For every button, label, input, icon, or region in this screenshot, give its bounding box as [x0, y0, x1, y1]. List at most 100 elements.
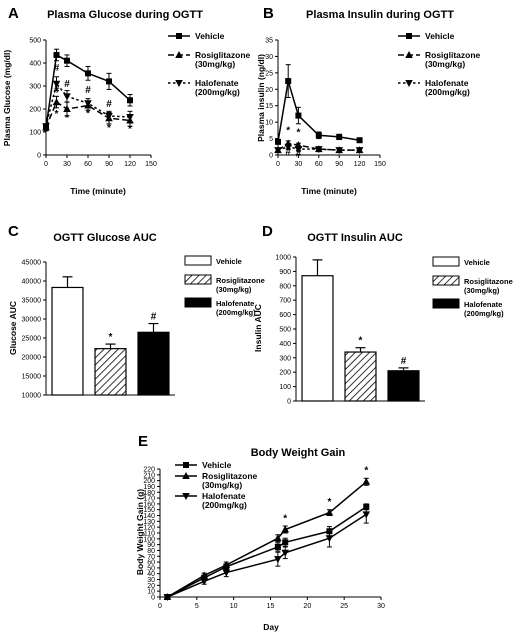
data-point [325, 508, 334, 516]
y-tick-label: 160 [143, 501, 155, 508]
data-point [285, 78, 292, 85]
legend-label-line: (200mg/kg) [202, 500, 247, 510]
data-point [362, 511, 371, 519]
significance-mark: * [359, 336, 363, 347]
series-line [45, 53, 131, 128]
legend-label-line: Vehicle [425, 31, 455, 41]
panel-label: B [263, 5, 274, 22]
x-tick-label: 20 [303, 603, 311, 610]
significance-mark: # [54, 85, 60, 96]
bar [137, 331, 170, 396]
y-tick-label: 30 [265, 54, 273, 61]
series-3 [274, 143, 364, 155]
legend-label-line: Halofenate [464, 300, 502, 309]
data-point [284, 143, 292, 151]
data-point [64, 57, 70, 64]
data-point [294, 146, 303, 154]
y-tick-label: 100 [279, 384, 291, 391]
panel-label: E [138, 433, 148, 450]
significance-mark: * [283, 513, 287, 524]
significance-mark: * [364, 466, 368, 477]
data-point [295, 112, 302, 119]
legend-label: Rosiglitazone (30mg/kg) [464, 277, 513, 295]
panel-label: A [8, 5, 19, 22]
legend-label: Halofenate (200mg/kg) [464, 300, 504, 318]
y-tick-label: 1000 [275, 255, 291, 262]
y-tick-label: 210 [143, 472, 155, 479]
x-tick-label: 15 [267, 603, 275, 610]
x-axis-label: Day [263, 622, 279, 632]
significance-mark: * [109, 332, 113, 343]
legend-label-line: Vehicle [195, 31, 225, 41]
y-tick-label: 20 [265, 87, 273, 94]
data-point [63, 105, 71, 112]
data-point [335, 147, 343, 155]
y-tick-label: 600 [279, 312, 291, 319]
series-3 [163, 505, 371, 601]
y-tick-label: 70 [147, 554, 155, 561]
series-1 [275, 64, 363, 145]
legend-label-line: Rosiglitazone [464, 277, 513, 286]
legend-swatch [184, 255, 212, 266]
legend-label-line: Rosiglitazone [425, 50, 481, 60]
legend-swatch [432, 298, 460, 309]
chart-title: OGTT Glucose AUC [53, 232, 157, 244]
data-point [222, 569, 231, 577]
legend-label-line: (30mg/kg) [195, 59, 235, 69]
y-tick-label: 500 [29, 38, 41, 45]
x-tick-label: 60 [84, 161, 92, 168]
data-point [126, 114, 134, 122]
legend-label: Halofenate (200mg/kg) [195, 78, 240, 97]
y-tick-label: 25 [265, 70, 273, 77]
y-tick-label: 50 [147, 565, 155, 572]
significance-mark: # [151, 312, 157, 323]
x-tick-label: 120 [124, 161, 136, 168]
data-point [53, 51, 60, 58]
legend-label: Vehicle [216, 257, 242, 266]
legend-label-line: (30mg/kg) [202, 480, 242, 490]
x-tick-label: 30 [377, 603, 385, 610]
data-point [106, 78, 112, 85]
bar [387, 370, 420, 402]
data-point [274, 556, 282, 564]
x-axis-label: Time (minute) [301, 186, 357, 196]
y-tick-label: 110 [144, 531, 155, 538]
legend-label-line: Vehicle [464, 258, 490, 267]
legend-marker [182, 472, 190, 479]
y-tick-label: 30 [147, 577, 155, 584]
x-tick-label: 90 [105, 161, 113, 168]
y-tick-label: 35 [265, 38, 273, 45]
series-2 [163, 477, 371, 600]
y-tick-label: 15 [265, 103, 273, 110]
y-tick-label: 60 [147, 560, 155, 567]
significance-mark: * [65, 113, 69, 124]
legend-label-line: Halofenate [202, 491, 246, 501]
legend-label-line: (200mg/kg) [195, 87, 240, 97]
y-tick-label: 300 [29, 84, 41, 91]
significance-mark: * [286, 126, 290, 137]
significance-mark: # [296, 149, 302, 160]
legend-label-line: Rosiglitazone [195, 50, 251, 60]
y-tick-label: 120 [143, 525, 155, 532]
data-point [84, 100, 92, 108]
legend-marker [175, 51, 183, 58]
significance-mark: * [296, 127, 300, 138]
data-point [315, 146, 323, 154]
y-tick-label: 200 [279, 370, 291, 377]
data-point [52, 98, 61, 106]
legend-label: Halofenate (200mg/kg) [425, 78, 470, 97]
legend-swatch [432, 256, 460, 267]
y-tick-label: 0 [269, 153, 273, 160]
y-tick-label: 0 [287, 399, 291, 406]
significance-mark: # [401, 356, 407, 367]
significance-mark: * [55, 109, 59, 120]
data-point [281, 549, 290, 557]
legend-marker [175, 80, 183, 87]
y-tick-label: 190 [143, 484, 155, 491]
data-point [42, 123, 50, 131]
y-tick-label: 140 [143, 513, 155, 520]
legend-label-line: Rosiglitazone [202, 471, 258, 481]
legend-marker [406, 33, 412, 39]
y-tick-label: 180 [143, 490, 155, 497]
